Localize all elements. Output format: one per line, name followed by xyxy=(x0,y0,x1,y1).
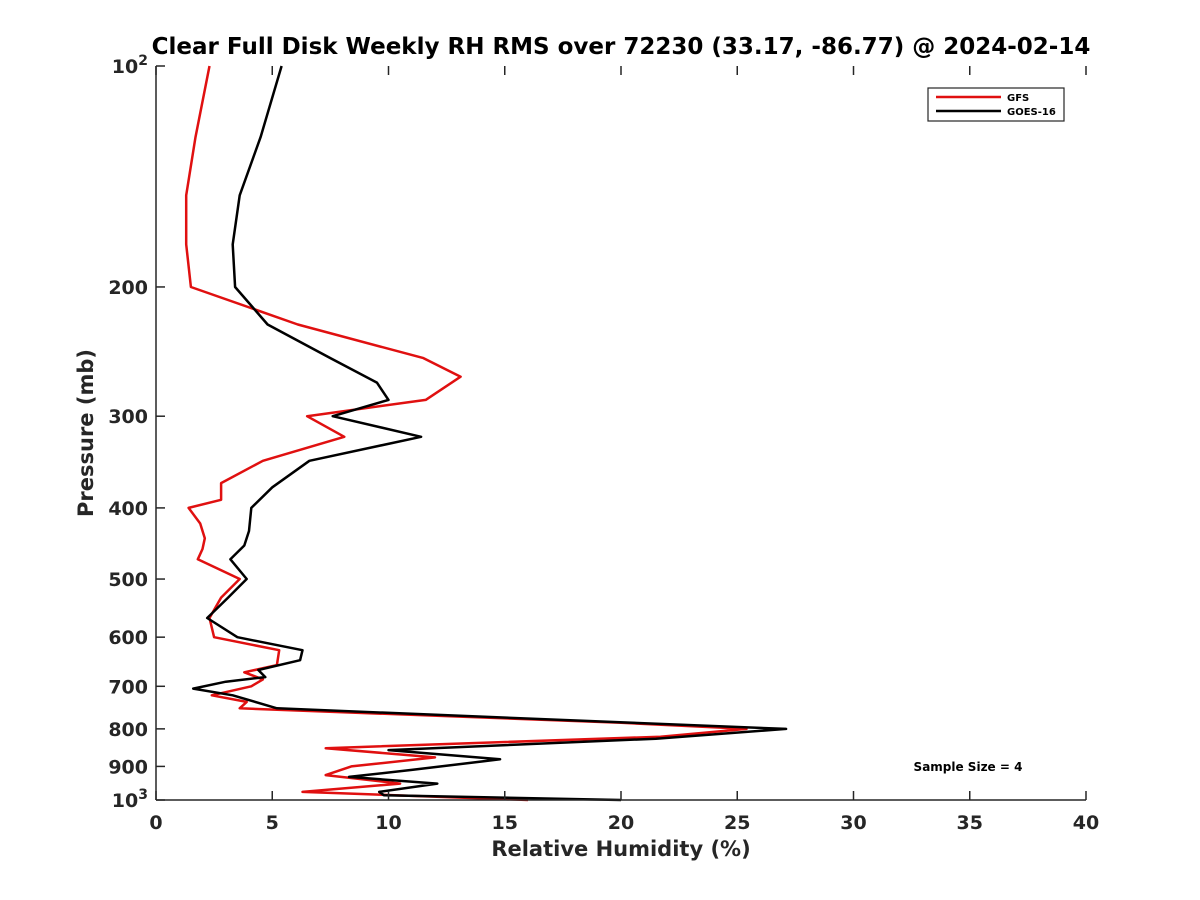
x-tick-label: 15 xyxy=(492,812,518,834)
y-tick-label: 700 xyxy=(108,676,148,698)
x-tick-label: 40 xyxy=(1073,812,1099,834)
x-tick-label: 25 xyxy=(724,812,750,834)
x-tick-label: 20 xyxy=(608,812,634,834)
legend-box xyxy=(927,87,1065,122)
x-tick-label: 10 xyxy=(375,812,401,834)
y-tick-label: 102 xyxy=(112,53,148,78)
y-tick-label: 103 xyxy=(112,787,148,812)
x-tick-label: 35 xyxy=(957,812,983,834)
series-line-gfs xyxy=(184,65,748,802)
x-axis-ticks: 0 5 10 15 20 25 30 35 40 xyxy=(149,66,1099,834)
x-tick-label: 30 xyxy=(840,812,866,834)
y-tick-label: 500 xyxy=(108,569,148,591)
series-layer xyxy=(184,65,788,802)
series-line-goes16 xyxy=(191,65,788,802)
y-axis-label: Pressure (mb) xyxy=(74,349,98,517)
y-tick-label: 200 xyxy=(108,277,148,299)
x-tick-label: 5 xyxy=(266,812,279,834)
legend: GFS GOES-16 xyxy=(927,87,1065,122)
sample-size-annotation: Sample Size = 4 xyxy=(914,760,1023,774)
legend-label-gfs: GFS xyxy=(1007,93,1029,104)
y-tick-label: 400 xyxy=(108,498,148,520)
y-tick-label: 600 xyxy=(108,627,148,649)
y-tick-label: 900 xyxy=(108,756,148,778)
x-tick-label: 0 xyxy=(149,812,162,834)
y-tick-label: 800 xyxy=(108,719,148,741)
x-axis-label: Relative Humidity (%) xyxy=(491,837,750,861)
chart-title: Clear Full Disk Weekly RH RMS over 72230… xyxy=(152,34,1091,60)
y-tick-label: 300 xyxy=(108,406,148,428)
plot-area xyxy=(156,66,1086,800)
plot-background xyxy=(156,66,1086,800)
legend-label-goes16: GOES-16 xyxy=(1007,107,1056,118)
y-axis-ticks: 102 200 300 400 500 600 700 800 900 103 xyxy=(108,53,165,812)
